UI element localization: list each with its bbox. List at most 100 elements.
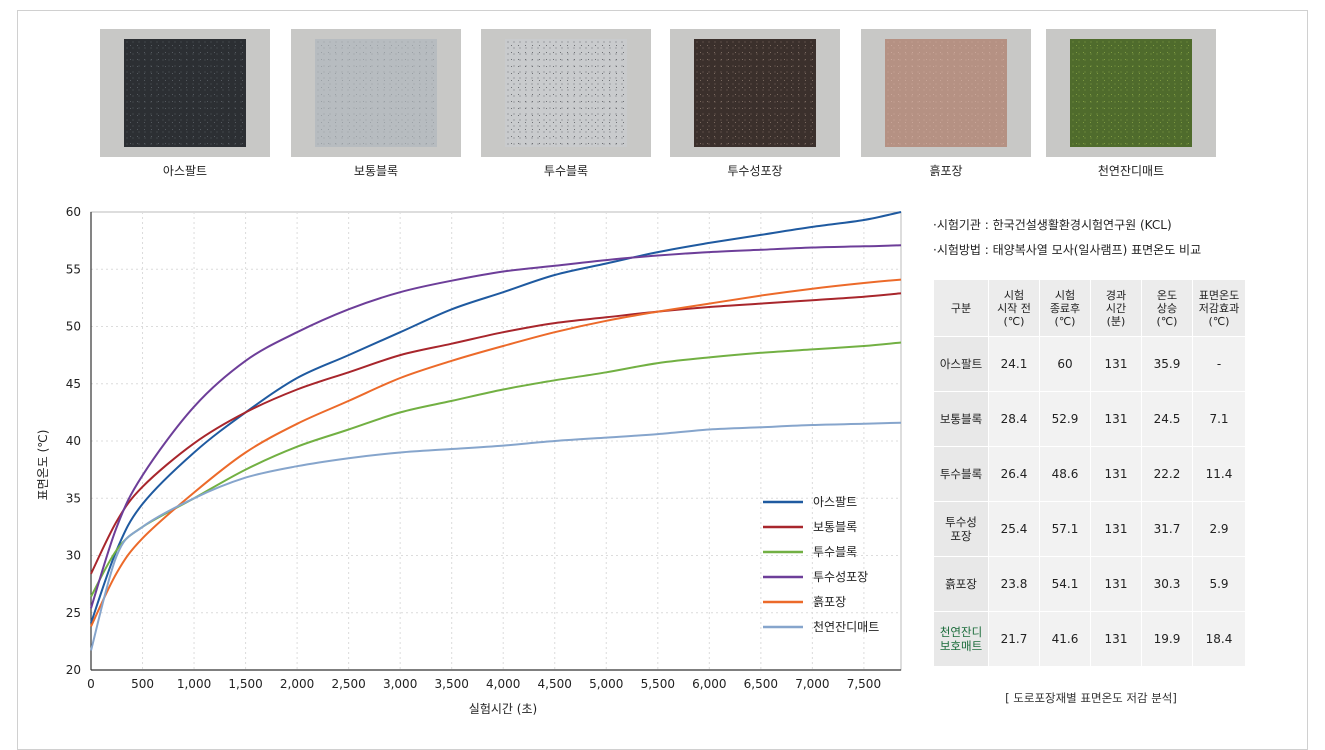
table-cell: 7.1 — [1192, 391, 1246, 447]
material-photo — [481, 29, 651, 157]
table-cell: 60 — [1039, 336, 1091, 392]
chart-axes: 0 500 1,000 1,500 2,000 2,500 3,000 3,500 4,000 4… — [66, 205, 901, 691]
table-cell: 131 — [1090, 391, 1142, 447]
material-sample-tile — [1069, 39, 1193, 147]
table-caption: [ 도로포장재별 표면온도 저감 분석] — [1005, 691, 1177, 705]
table-cell: 24.1 — [988, 336, 1040, 392]
x-tick-label: 2,500 — [331, 677, 365, 691]
table-row: 천연잔디 보호매트 21.7 41.6 131 19.9 18.4 — [933, 611, 1246, 667]
table-cell: 31.7 — [1141, 501, 1193, 557]
test-method: ·시험방법 : 태양복사열 모사(일사램프) 표면온도 비교 — [933, 243, 1202, 257]
table-cell: 5.9 — [1192, 556, 1246, 612]
series-line — [90, 211, 902, 624]
material-sample-tile — [123, 39, 247, 147]
x-tick-label: 1,000 — [177, 677, 211, 691]
table-cell: 131 — [1090, 446, 1142, 502]
photo-label: 천연잔디매트 — [1097, 164, 1165, 178]
table-cell: 35.9 — [1141, 336, 1193, 392]
table-header-cell: 표면온도 저감효과 (℃) — [1192, 279, 1246, 337]
material-photos: 아스팔트 보통블록 투수블록 투수성포장 흙포장 천연잔디매트 — [0, 0, 1325, 190]
table-row: 투수블록 26.4 48.6 131 22.2 11.4 — [933, 446, 1246, 502]
legend-label: 투수블록 — [813, 545, 857, 559]
material-photo — [100, 29, 270, 157]
x-tick-label: 500 — [131, 677, 154, 691]
table-cell: 22.2 — [1141, 446, 1193, 502]
legend-label: 아스팔트 — [813, 495, 857, 509]
table-cell: 41.6 — [1039, 611, 1091, 667]
photo-label: 투수블록 — [543, 164, 589, 178]
x-tick-label: 2,000 — [280, 677, 314, 691]
material-sample-tile — [314, 39, 438, 147]
x-tick-label: 5,000 — [589, 677, 623, 691]
y-tick-label: 40 — [66, 434, 81, 448]
x-tick-label: 6,500 — [744, 677, 778, 691]
table-row-name: 흙포장 — [933, 556, 989, 612]
table-row-name: 보통블록 — [933, 391, 989, 447]
chart-grid — [90, 211, 902, 671]
legend-label: 천연잔디매트 — [813, 619, 879, 634]
y-tick-label: 60 — [66, 205, 81, 219]
legend-label: 투수성포장 — [813, 570, 868, 584]
table-header-cell: 시험 종료후 (℃) — [1039, 279, 1091, 337]
x-tick-label: 4,500 — [538, 677, 572, 691]
table-row: 아스팔트 24.1 60 131 35.9- — [933, 336, 1246, 392]
series-line — [90, 244, 902, 609]
photo-label: 투수성포장 — [727, 164, 783, 178]
x-axis-label: 실험시간 (초) — [469, 702, 537, 716]
table-cell: 30.3 — [1141, 556, 1193, 612]
test-institution: ·시험기관 : 한국건설생활환경시험연구원 (KCL) — [933, 218, 1172, 232]
chart-series — [90, 211, 902, 651]
table-header-cell: 경과 시간 (분) — [1090, 279, 1142, 337]
photo-label: 흙포장 — [929, 164, 963, 178]
x-tick-label: 0 — [87, 677, 95, 691]
table-cell: - — [1192, 336, 1246, 392]
x-tick-label: 3,000 — [383, 677, 417, 691]
table-cell: 25.4 — [988, 501, 1040, 557]
table-cell: 48.6 — [1039, 446, 1091, 502]
y-tick-label: 45 — [66, 377, 81, 391]
temperature-chart: 0 500 1,000 1,500 2,000 2,500 3,000 3,500 4,000 4… — [36, 205, 902, 716]
table-row: 보통블록 28.4 52.9 131 24.5 7.1 — [933, 391, 1246, 447]
table-header-cell: 온도 상승 (℃) — [1141, 279, 1193, 337]
material-sample-tile — [884, 39, 1008, 147]
series-line — [90, 292, 902, 575]
legend-label: 보통블록 — [813, 520, 857, 534]
results-table: 구분 시험 시작 전 (℃) 시험 종료후 (℃) 경과 시간 (분) 온도 상승 (℃) 표면온도 저감효… — [933, 279, 1246, 667]
table-cell: 11.4 — [1192, 446, 1246, 502]
table-header-row: 구분 시험 시작 전 (℃) 시험 종료후 (℃) 경과 시간 (분) 온도 상승 (℃) 표면온도 저감효… — [933, 279, 1246, 337]
table-row: 투수성 포장 25.4 57.1 131 31.7 2.9 — [933, 501, 1246, 557]
x-tick-label: 6,000 — [692, 677, 726, 691]
table-cell: 131 — [1090, 556, 1142, 612]
table-row-name: 천연잔디 보호매트 — [933, 611, 989, 667]
y-tick-label: 20 — [66, 663, 81, 677]
table-cell: 23.8 — [988, 556, 1040, 612]
material-photo — [670, 29, 840, 157]
y-axis-label: 표면온도 (℃) — [36, 430, 50, 501]
y-tick-label: 35 — [66, 491, 81, 505]
table-cell: 131 — [1090, 611, 1142, 667]
table-cell: 26.4 — [988, 446, 1040, 502]
material-photo — [1046, 29, 1216, 157]
x-tick-label: 3,500 — [435, 677, 469, 691]
material-photo — [291, 29, 461, 157]
x-tick-label: 1,500 — [228, 677, 262, 691]
table-cell: 52.9 — [1039, 391, 1091, 447]
material-sample-tile — [504, 39, 628, 147]
series-line — [90, 421, 902, 651]
x-tick-label: 4,000 — [486, 677, 520, 691]
table-cell: 57.1 — [1039, 501, 1091, 557]
table-header-cell: 시험 시작 전 (℃) — [988, 279, 1040, 337]
x-tick-label: 5,500 — [641, 677, 675, 691]
material-photo — [861, 29, 1031, 157]
y-tick-label: 30 — [66, 549, 81, 563]
table-row: 흙포장 23.8 54.1 131 30.3 5.9 — [933, 556, 1246, 612]
legend-label: 흙포장 — [813, 595, 846, 609]
table-cell: 54.1 — [1039, 556, 1091, 612]
table-row-name: 투수블록 — [933, 446, 989, 502]
x-tick-label: 7,000 — [795, 677, 829, 691]
table-row-name: 아스팔트 — [933, 336, 989, 392]
table-cell: 131 — [1090, 336, 1142, 392]
x-tick-label: 7,500 — [847, 677, 881, 691]
table-cell: 28.4 — [988, 391, 1040, 447]
